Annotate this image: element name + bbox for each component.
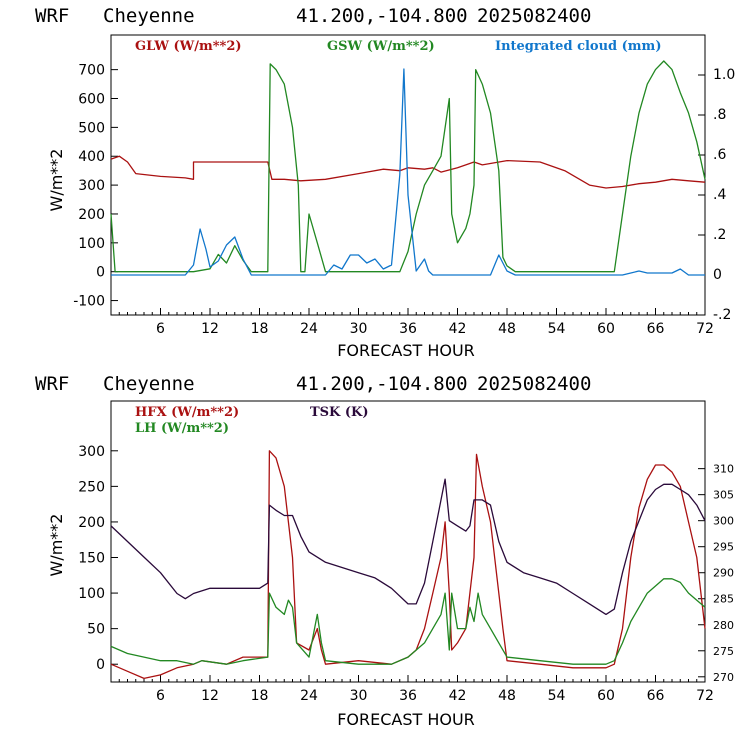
bottom-y2-tick-label: 310 <box>713 463 734 476</box>
top-y2-tick-label: 0 <box>713 267 722 283</box>
location-label: Cheyenne <box>103 5 195 27</box>
top-y2-tick-label: .6 <box>713 147 726 163</box>
bottom-y-tick-label: 200 <box>78 515 105 531</box>
top-plot-frame <box>110 34 706 316</box>
top-x-tick-label: 18 <box>251 321 269 337</box>
bottom-y-tick-label: 50 <box>87 622 105 638</box>
bottom-y-tick-label: 100 <box>78 586 105 602</box>
top-x-tick-label: 24 <box>300 321 318 337</box>
bottom-series-tsk-line <box>110 478 706 616</box>
bottom-y-tick-label: 150 <box>78 551 105 567</box>
top-y-tick-label: -100 <box>73 294 105 310</box>
top-y-tick-label: 600 <box>78 92 105 108</box>
bottom-plot-frame <box>110 400 706 683</box>
coords-label-2: 41.200,-104.800 <box>296 373 468 395</box>
location-label-2: Cheyenne <box>103 373 195 395</box>
bottom-x-tick-label: 30 <box>350 688 368 704</box>
top-y-tick-label: 100 <box>78 236 105 252</box>
top-y-tick-label: 200 <box>78 207 105 223</box>
top-y2-tick-label: .4 <box>713 187 726 203</box>
top-x-tick-label: 12 <box>201 321 219 337</box>
top-x-axis-label: FORECAST HOUR <box>337 341 475 360</box>
bottom-y-tick-label: 250 <box>78 479 105 495</box>
top-y-tick-label: 400 <box>78 149 105 165</box>
model-label-2: WRF <box>35 373 69 395</box>
bottom-y-tick-label: 300 <box>78 444 105 460</box>
top-series-glw-line <box>110 155 706 189</box>
bottom-panel-header: WRF Cheyenne 41.200,-104.800 2025082400 <box>35 373 591 395</box>
legend-gsw: GSW (W/m**2) <box>327 39 435 54</box>
bottom-series-hfx-line <box>110 450 706 680</box>
legend-hfx: HFX (W/m**2) <box>135 405 239 420</box>
model-label: WRF <box>35 5 69 27</box>
top-legend: GLW (W/m**2) GSW (W/m**2) Integrated clo… <box>135 39 661 54</box>
top-y-tick-label: 700 <box>78 63 105 79</box>
top-series-gsw-line <box>110 60 706 273</box>
top-y-axis-label: W/m**2 <box>47 149 66 212</box>
bottom-series-lh-line <box>110 578 706 665</box>
top-x-tick-label: 30 <box>350 321 368 337</box>
bottom-x-tick-label: 66 <box>647 688 665 704</box>
top-x-tick-label: 66 <box>647 321 665 337</box>
top-axes: 6 12 18 24 30 36 42 48 54 60 66 72 -100 0 100 200 300 400… <box>73 63 735 337</box>
bottom-y2-tick-label: 275 <box>713 645 734 658</box>
top-y-tick-label: 500 <box>78 120 105 136</box>
top-x-tick-label: 54 <box>548 321 566 337</box>
bottom-series <box>110 450 706 680</box>
top-y2-tick-label: .2 <box>713 227 726 243</box>
top-y2-tick-label: .8 <box>713 107 726 123</box>
top-x-tick-label: 42 <box>449 321 467 337</box>
bottom-x-tick-label: 60 <box>597 688 615 704</box>
top-series-integrated-line <box>111 68 705 276</box>
bottom-y2-tick-label: 270 <box>713 671 734 684</box>
top-x-tick-label: 6 <box>156 321 165 337</box>
bottom-x-tick-label: 24 <box>300 688 318 704</box>
top-series <box>110 60 706 276</box>
legend-lh: LH (W/m**2) <box>135 421 229 436</box>
bottom-x-tick-label: 36 <box>399 688 417 704</box>
bottom-x-tick-label: 54 <box>548 688 566 704</box>
coords-label: 41.200,-104.800 <box>296 5 468 27</box>
bottom-x-tick-label: 6 <box>156 688 165 704</box>
top-x-tick-label: 36 <box>399 321 417 337</box>
bottom-x-axis-label: FORECAST HOUR <box>337 710 475 729</box>
bottom-x-tick-label: 42 <box>449 688 467 704</box>
bottom-y2-tick-label: 295 <box>713 541 734 554</box>
top-y2-tick-label: 1.0 <box>713 67 735 83</box>
bottom-y2-tick-label: 305 <box>713 489 734 502</box>
bottom-y2-tick-label: 280 <box>713 619 734 632</box>
top-y2-tick-label: -.2 <box>713 307 731 323</box>
bottom-x-tick-label: 18 <box>251 688 269 704</box>
bottom-y2-tick-label: 300 <box>713 515 734 528</box>
bottom-x-tick-label: 72 <box>696 688 714 704</box>
legend-integrated-cloud: Integrated cloud (mm) <box>495 39 661 54</box>
top-y-tick-label: 0 <box>96 265 105 281</box>
top-x-tick-label: 72 <box>696 321 714 337</box>
run-label-2: 2025082400 <box>477 373 591 395</box>
bottom-y2-tick-label: 285 <box>713 593 734 606</box>
legend-tsk: TSK (K) <box>310 405 369 420</box>
top-panel-header: WRF Cheyenne 41.200,-104.800 2025082400 <box>35 5 591 27</box>
bottom-x-tick-label: 12 <box>201 688 219 704</box>
bottom-y2-tick-label: 290 <box>713 567 734 580</box>
bottom-axes: 6 12 18 24 30 36 42 48 54 60 66 72 0 50 100 150 200 250 30… <box>78 444 734 704</box>
top-x-tick-label: 48 <box>498 321 516 337</box>
bottom-legend: HFX (W/m**2) LH (W/m**2) TSK (K) <box>135 405 369 436</box>
legend-glw: GLW (W/m**2) <box>135 39 242 54</box>
top-y-tick-label: 300 <box>78 178 105 194</box>
run-label: 2025082400 <box>477 5 591 27</box>
bottom-y-tick-label: 0 <box>96 657 105 673</box>
bottom-x-tick-label: 48 <box>498 688 516 704</box>
bottom-y-axis-label: W/m**2 <box>47 514 66 577</box>
top-x-tick-label: 60 <box>597 321 615 337</box>
